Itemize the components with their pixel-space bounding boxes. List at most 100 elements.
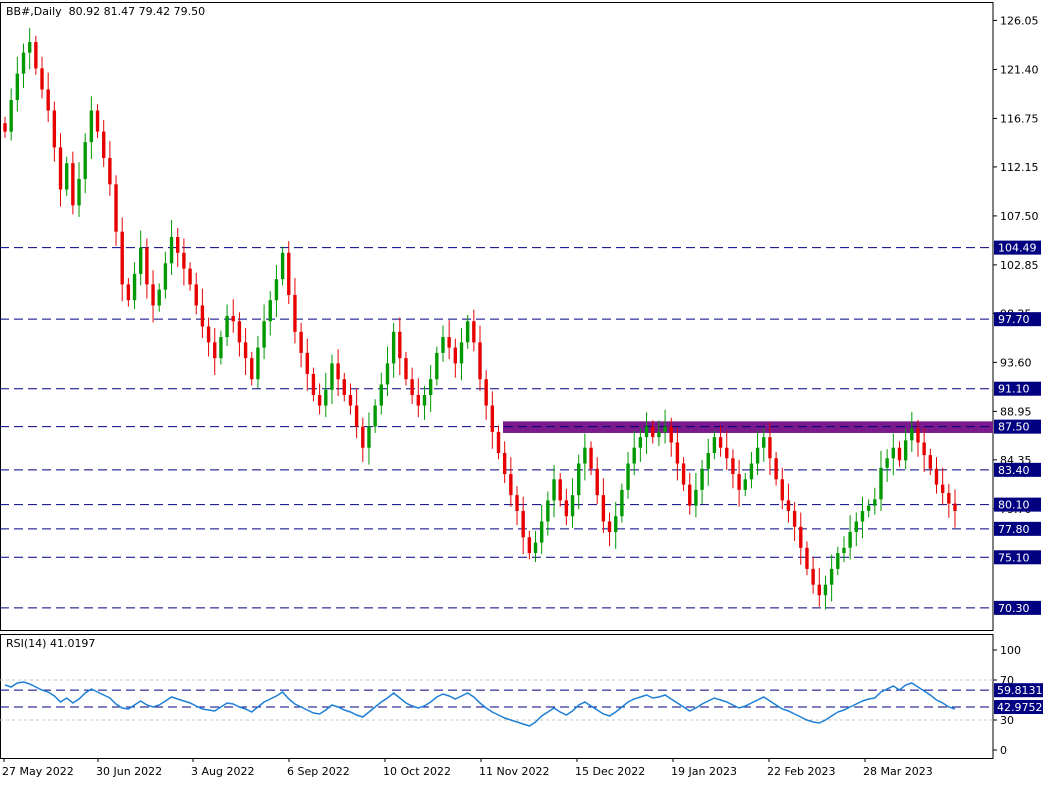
- bear-candle: [237, 321, 242, 343]
- bear-candle: [922, 442, 926, 456]
- bear-candle: [953, 503, 957, 511]
- bear-candle: [521, 510, 525, 538]
- bear-candle: [404, 358, 408, 380]
- bull-candle: [577, 463, 581, 496]
- bear-candle: [509, 474, 513, 496]
- bear-candle: [52, 110, 57, 148]
- bull-candle: [829, 568, 834, 585]
- bear-candle: [916, 428, 920, 443]
- bear-candle: [940, 484, 945, 494]
- bull-candle: [885, 458, 889, 468]
- bull-candle: [89, 110, 94, 143]
- bear-candle: [213, 342, 217, 359]
- level-label-bg: [994, 240, 1041, 255]
- bear-candle: [490, 405, 495, 432]
- bear-candle: [768, 437, 772, 459]
- x-axis-label: 19 Jan 2023: [671, 765, 737, 778]
- bear-candle: [811, 568, 815, 585]
- bear-candle: [361, 426, 365, 448]
- bull-candle: [262, 321, 266, 348]
- bull-candle: [15, 73, 20, 100]
- bear-candle: [151, 284, 155, 306]
- bear-candle: [731, 458, 735, 475]
- bear-candle: [188, 268, 192, 285]
- bear-candle: [250, 358, 254, 380]
- x-axis-label: 30 Jun 2022: [96, 765, 162, 778]
- bull-candle: [391, 331, 396, 364]
- price-axis-label: 88.95: [1000, 405, 1032, 418]
- bear-candle: [58, 147, 63, 190]
- bear-candle: [34, 42, 38, 69]
- level-label-bg: [994, 600, 1041, 615]
- bear-candle: [3, 123, 7, 132]
- bull-candle: [873, 499, 877, 506]
- bull-candle: [866, 505, 871, 511]
- bear-candle: [805, 547, 809, 569]
- bull-candle: [614, 516, 618, 533]
- bear-candle: [447, 337, 451, 348]
- x-axis-label: 15 Dec 2022: [575, 765, 645, 778]
- bear-candle: [126, 284, 131, 301]
- bear-candle: [792, 510, 797, 527]
- x-axis-label: 27 May 2022: [2, 765, 74, 778]
- bear-candle: [928, 455, 933, 469]
- bull-candle: [644, 426, 649, 438]
- bear-candle: [287, 252, 291, 295]
- level-label-bg: [994, 312, 1041, 327]
- bull-candle: [743, 479, 747, 490]
- price-axis-label: 102.85: [1000, 259, 1039, 272]
- bear-candle: [71, 163, 75, 206]
- bull-candle: [256, 347, 260, 380]
- bull-candle: [891, 447, 896, 459]
- bull-candle: [570, 495, 575, 517]
- bear-candle: [120, 231, 124, 285]
- x-axis-label: 28 Mar 2023: [863, 765, 933, 778]
- bull-candle: [860, 510, 865, 522]
- bull-candle: [77, 179, 81, 206]
- bull-candle: [163, 263, 168, 290]
- bull-candle: [379, 384, 383, 406]
- price-axis-label: 112.15: [1000, 161, 1039, 174]
- bull-candle: [385, 363, 390, 385]
- bull-candle: [274, 279, 279, 301]
- bear-candle: [484, 379, 488, 406]
- bear-candle: [478, 342, 482, 380]
- rsi-axis-label: 100: [1000, 644, 1021, 657]
- bear-candle: [817, 584, 821, 596]
- level-label-bg: [994, 550, 1041, 565]
- symbol-label: BB#,Daily: [6, 5, 62, 18]
- bear-candle: [114, 184, 118, 232]
- bear-candle: [317, 395, 322, 406]
- bull-candle: [583, 447, 587, 464]
- bear-candle: [774, 458, 778, 480]
- bull-candle: [700, 468, 704, 490]
- bear-candle: [453, 347, 458, 364]
- level-label-bg: [994, 462, 1041, 477]
- bull-candle: [749, 463, 754, 480]
- level-label: 70.30: [998, 602, 1030, 615]
- level-label: 75.10: [998, 551, 1030, 564]
- bear-candle: [718, 437, 723, 448]
- bear-candle: [354, 405, 359, 427]
- bull-candle: [9, 99, 13, 132]
- bull-candle: [459, 342, 464, 364]
- bear-candle: [416, 395, 421, 406]
- bear-candle: [725, 447, 729, 459]
- bull-candle: [441, 337, 445, 353]
- bear-candle: [40, 68, 44, 90]
- bull-candle: [64, 163, 69, 190]
- bear-candle: [145, 247, 149, 285]
- level-label: 104.49: [998, 242, 1037, 255]
- bear-candle: [799, 526, 803, 548]
- bull-candle: [225, 316, 229, 338]
- bear-candle: [206, 326, 211, 343]
- bear-candle: [688, 484, 692, 506]
- bear-candle: [601, 495, 606, 522]
- bear-candle: [410, 379, 414, 396]
- bull-candle: [836, 553, 840, 569]
- bull-candle: [27, 42, 32, 53]
- x-axis-label: 3 Aug 2022: [191, 765, 254, 778]
- bear-candle: [472, 321, 476, 343]
- rsi-level-label-bg: [994, 683, 1043, 698]
